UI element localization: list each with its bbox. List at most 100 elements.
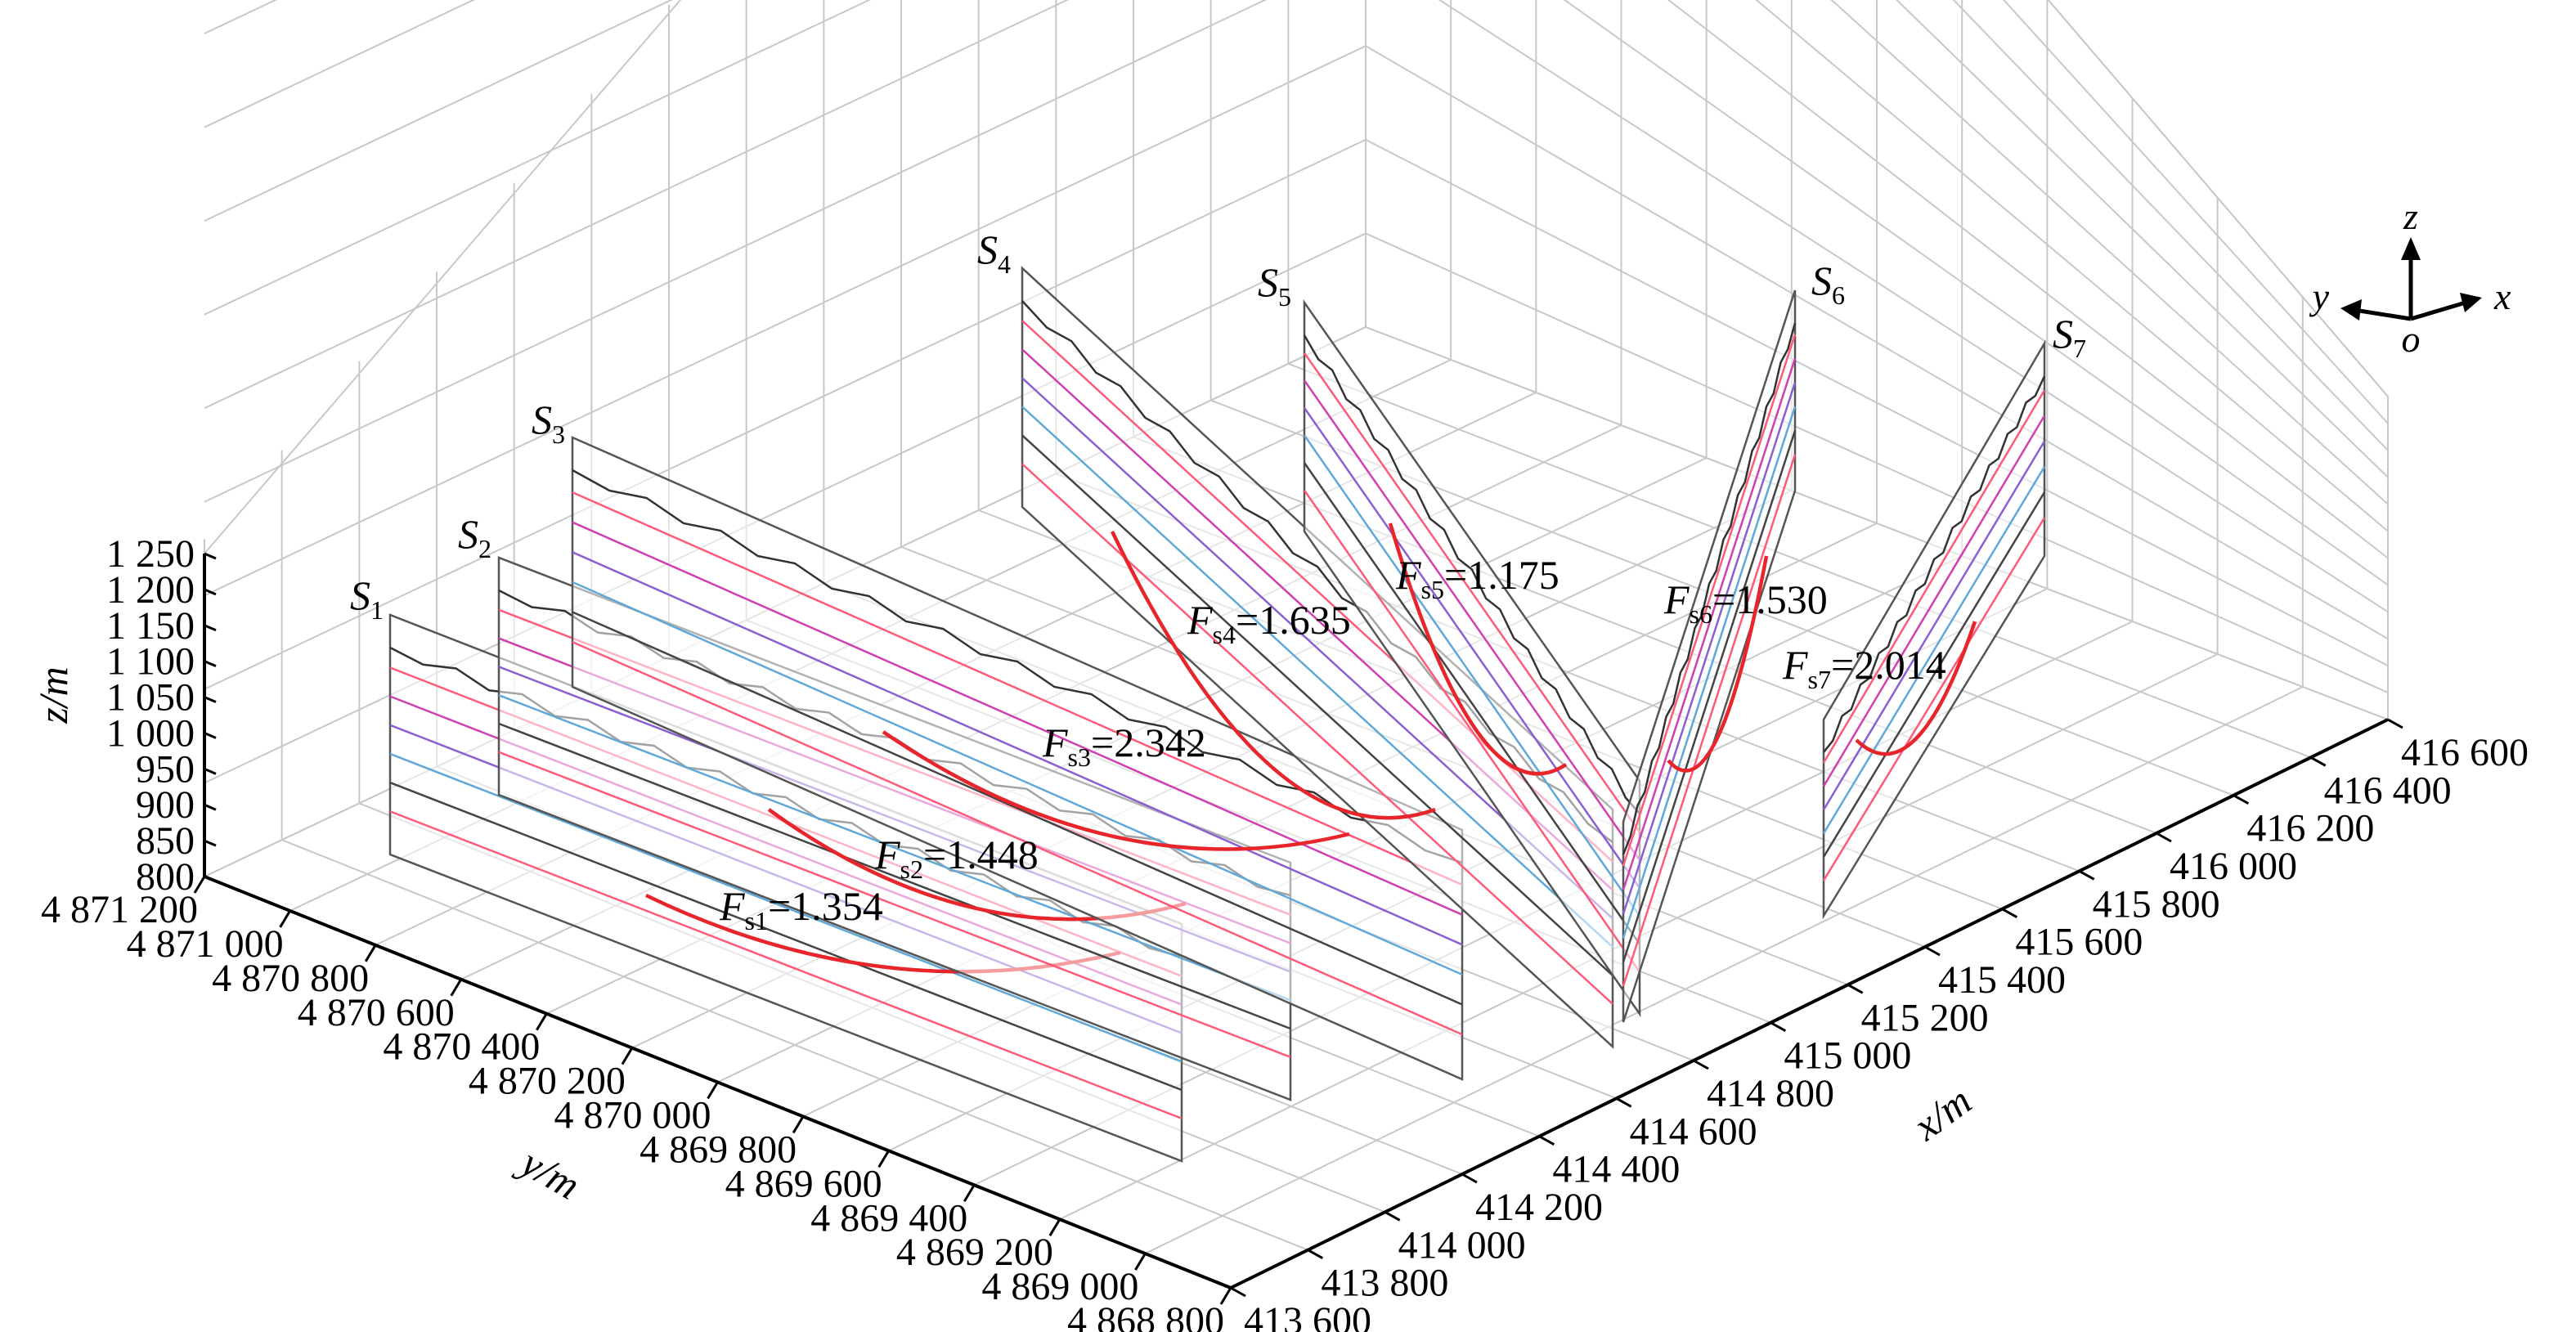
stratum-line [572,611,1463,1006]
z-tick-label: 1 150 [106,604,195,648]
fs-symbol: F [1663,576,1690,622]
back-wall-gridline [204,0,278,34]
x-tick-label: 416 200 [2246,807,2374,850]
y-tick-label: 4 869 800 [640,1128,797,1171]
safety-factor-label: Fs6=1.530 [1663,576,1828,629]
z-tick-label: 950 [136,747,195,791]
y-tick [792,1115,805,1134]
stratum-line [1303,407,1641,889]
x-tick [2156,832,2172,843]
z-tick [204,588,217,596]
stratum-line [572,551,1463,946]
z-tick-label: 1 250 [106,532,195,576]
section-label-sub: 4 [998,249,1011,279]
stratum-line [389,810,1183,1119]
slip-surface [1855,621,1977,756]
stratum-line [572,581,1463,976]
fs-subscript: s3 [1068,742,1091,772]
section-label: S3 [532,397,565,449]
y-tick-label: 4 870 000 [554,1094,711,1137]
back-wall-gridline [204,45,1367,597]
safety-factor-label: Fs4=1.635 [1187,597,1351,649]
x-tick-label: 416 600 [2401,731,2529,774]
stratum-line [1822,415,2046,787]
stratum-line [1622,334,1797,867]
y-axis-label: y/m [510,1137,588,1208]
stratum-line [1622,357,1797,890]
fs-value: =1.354 [768,883,883,929]
back-wall-gridline [204,0,673,222]
fs-value: =1.175 [1444,552,1560,598]
fs-value: =2.014 [1831,642,1946,688]
x-tick [2309,756,2327,767]
x-tick [2078,870,2095,881]
stratum-line [1303,379,1641,861]
y-tick-label: 4 870 400 [383,1025,540,1069]
y-tick [1048,1218,1061,1236]
x-tick [1230,1286,1246,1298]
x-tick-label: 413 800 [1321,1262,1448,1305]
stratum-line [1822,440,2046,811]
ground-surface [1303,334,1640,814]
stratum-line [498,694,1291,1002]
fs-subscript: s2 [900,854,923,884]
y-tick-label: 4 870 200 [469,1060,626,1103]
stratum-line [1303,489,1641,973]
ground-surface [572,469,1463,864]
section-label-sub: 3 [552,419,565,449]
y-tick [279,910,291,928]
z-tick-label: 900 [136,783,195,827]
fs-value: =2.342 [1091,720,1206,765]
section-label-main: S [350,572,370,618]
floor-gridline-x [281,839,1308,1251]
stratum-line [389,781,1183,1092]
section-7 [1822,339,2046,920]
section-label: S1 [350,572,384,625]
y-tick-label: 4 870 600 [298,991,455,1034]
x-tick [2233,794,2250,805]
floor-gridline-x [1287,362,2312,759]
x-tick [2387,718,2403,729]
stratum-line [1303,434,1641,917]
orient-y-head [2340,299,2362,321]
stratum-line [1303,462,1641,945]
z-tick [204,660,217,668]
section-label: S5 [1258,259,1291,312]
x-tick [1615,1097,1632,1108]
fs-value: =1.530 [1712,576,1828,622]
section-label-main: S [458,511,478,557]
safety-factor-label: Fs3=2.342 [1042,720,1206,772]
y-tick [450,978,463,997]
x-tick [1847,984,1864,994]
x-tick-label: 415 000 [1784,1034,1911,1078]
ground-surface [1622,322,1797,855]
x-tick-label: 416 000 [2170,845,2297,888]
fs-subscript: s5 [1421,575,1444,604]
orientation-indicator: z x y o [2309,195,2511,360]
stratum-line [1021,406,1613,949]
z-tick-label: 850 [136,819,195,863]
z-tick-label: 1 050 [106,676,195,720]
x-tick [1461,1173,1478,1184]
fs-symbol: F [874,832,900,877]
safety-factor-label: Fs5=1.175 [1395,552,1560,604]
x-tick-label: 415 400 [1938,958,2066,1002]
fs-subscript: s7 [1808,665,1831,694]
safety-factor-label: Fs1=1.354 [719,883,883,935]
section-label-main: S [977,226,998,272]
orient-y-label: y [2309,276,2330,317]
orient-x-label: x [2493,276,2511,317]
x-tick [1924,945,1941,957]
stratum-line [1822,466,2046,834]
y-tick [364,944,377,962]
x-tick-label: 416 400 [2324,769,2452,812]
z-tick [204,696,217,703]
fs-symbol: F [1395,552,1421,598]
stratum-line [1021,434,1613,976]
y-tick [1134,1253,1147,1271]
section-plane [571,436,1464,1081]
orient-z-head [2401,237,2421,260]
orient-y-arrow [2358,308,2412,321]
orient-x-head [2460,293,2482,312]
